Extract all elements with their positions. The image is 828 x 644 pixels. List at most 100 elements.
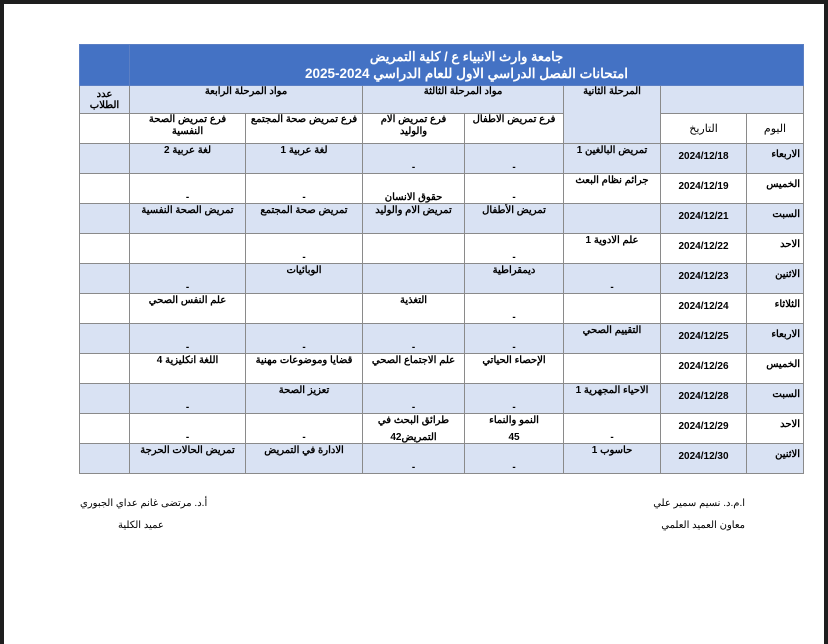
- day-cell: السبت: [746, 383, 805, 414]
- day-date-header-blank: [660, 85, 805, 114]
- subject-content: -: [249, 235, 359, 263]
- student-count-cell: [79, 173, 130, 204]
- subject-cell-s2: [563, 203, 662, 234]
- subject-name: [366, 235, 461, 236]
- subject-name: علم الاجتماع الصحي: [371, 355, 456, 366]
- subject-name: قضايا وموضوعات مهنية: [255, 355, 353, 366]
- stage2-header: المرحلة الثانية: [563, 85, 662, 144]
- subject-cell-c4b: تمريض الصحة النفسية: [128, 203, 247, 234]
- subject-cell-c4a: الادارة في التمريض: [245, 443, 364, 474]
- subject-content: -: [133, 385, 242, 413]
- table-row: السبت 2024/12/28 الاحياء المجهرية 1 - - تعزيز…: [79, 383, 805, 414]
- table-row: الاحد 2024/12/29 - النمو والنماء 45 طرائق الب…: [79, 413, 805, 444]
- subject-content: -: [468, 295, 560, 323]
- table-row: الاربعاء 2024/12/25 التقييم الصحي - - - -: [79, 323, 805, 354]
- subject-name: طرائق البحث في: [377, 415, 450, 426]
- date-cell: 2024/12/19: [660, 173, 748, 204]
- day-cell: الثلاثاء: [746, 293, 805, 324]
- subject-content: الاحياء المجهرية 1: [567, 385, 657, 413]
- subject-cell-c3a: -: [464, 233, 565, 264]
- subject-name: [366, 325, 461, 326]
- subject-cell-c3a: -: [464, 443, 565, 474]
- subject-cell-s2: [563, 293, 662, 324]
- subject-cell-c3a: تمريض الأطفال: [464, 203, 565, 234]
- table-row: السبت 2024/12/21 تمريض الأطفال تمريض الام و…: [79, 203, 805, 234]
- subject-name: [468, 235, 560, 236]
- subject-content: -: [366, 385, 461, 413]
- table-row: الثلاثاء 2024/12/24 - التغذية علم النفس الصح…: [79, 293, 805, 324]
- branch-header-row: اليوم التاريخ فرع تمريض الاطفال فرع تمري…: [79, 113, 805, 144]
- subject-cell-c4b: -: [128, 383, 247, 414]
- day-cell: الاحد: [746, 413, 805, 444]
- stage3-header: مواد المرحلة الثالثة: [362, 85, 565, 114]
- subject-note: -: [610, 282, 614, 293]
- subject-cell-c3a: -: [464, 323, 565, 354]
- subject-name: [567, 295, 657, 296]
- subject-content: النمو والنماء 45: [468, 415, 560, 443]
- day-cell: الخميس: [746, 173, 805, 204]
- subject-cell-c4a: -: [245, 413, 364, 444]
- subject-cell-c4b: -: [128, 263, 247, 294]
- subject-content: علم الاجتماع الصحي: [366, 355, 461, 383]
- subject-name: [133, 415, 242, 416]
- subject-content: -: [468, 145, 560, 173]
- branch-community-header: فرع تمريض صحة المجتمع: [245, 113, 364, 144]
- stage-header-row: المرحلة الثانية مواد المرحلة الثالثة موا…: [79, 85, 805, 144]
- subject-cell-c4a: -: [245, 173, 364, 204]
- subject-name: تعزيز الصحة: [278, 385, 330, 396]
- day-cell: الاحد: [746, 233, 805, 264]
- subject-content: جرائم نظام البعث: [567, 175, 657, 203]
- date-cell: 2024/12/28: [660, 383, 748, 414]
- subject-note: -: [512, 402, 516, 413]
- subject-cell-c3b: -: [362, 383, 466, 414]
- subject-cell-c3a: النمو والنماء 45: [464, 413, 565, 444]
- subject-content: -: [468, 385, 560, 413]
- subject-cell-c4a: -: [245, 233, 364, 264]
- subject-cell-s2: تمريض البالغين 1: [563, 143, 662, 174]
- subject-cell-c4b: تمريض الحالات الحرجة: [128, 443, 247, 474]
- subject-content: -: [366, 145, 461, 173]
- student-count-cell: [79, 203, 130, 234]
- subject-content: -: [249, 175, 359, 203]
- subject-content: -: [567, 265, 657, 293]
- date-cell: 2024/12/22: [660, 233, 748, 264]
- subject-note: -: [512, 462, 516, 473]
- subject-name: تمريض صحة المجتمع: [260, 205, 348, 216]
- subject-cell-c4b: -: [128, 413, 247, 444]
- subject-content: قضايا وموضوعات مهنية: [249, 355, 359, 383]
- subject-content: -: [133, 415, 242, 443]
- subject-content: تمريض الصحة النفسية: [133, 205, 242, 233]
- subject-name: الادارة في التمريض: [264, 445, 344, 456]
- subject-name: [567, 265, 657, 266]
- subject-content: -: [366, 445, 461, 473]
- university-college-title: جامعة وارث الانبياء ع / كلية التمريض: [369, 49, 564, 64]
- subject-name: [249, 295, 359, 296]
- day-cell: الخميس: [746, 353, 805, 384]
- subject-cell-s2: علم الادوية 1: [563, 233, 662, 264]
- table-row: الاحد 2024/12/22 علم الادوية 1 - -: [79, 233, 805, 264]
- subject-content: التغذية: [366, 295, 461, 323]
- subject-name: جرائم نظام البعث: [575, 175, 649, 186]
- title-corner: [79, 44, 130, 86]
- subject-name: التقييم الصحي: [582, 325, 642, 336]
- subject-cell-c3a: -: [464, 293, 565, 324]
- subject-content: الادارة في التمريض: [249, 445, 359, 473]
- subject-cell-c4a: الوبائيات: [245, 263, 364, 294]
- date-cell: 2024/12/30: [660, 443, 748, 474]
- branch-pediatric-header: فرع تمريض الاطفال: [464, 113, 565, 144]
- subject-cell-s2: الاحياء المجهرية 1: [563, 383, 662, 414]
- student-count-cell: [79, 143, 130, 174]
- subject-content: حقوق الانسان: [366, 175, 461, 203]
- subject-cell-c3b: التغذية: [362, 293, 466, 324]
- table-row: الخميس 2024/12/26 الإحصاء الحياتي علم الاجت…: [79, 353, 805, 384]
- subject-content: الوبائيات: [249, 265, 359, 293]
- subject-name: [133, 235, 242, 236]
- subject-name: لغة عربية 2: [164, 145, 211, 156]
- subject-content: [567, 355, 657, 383]
- subject-content: ديمقراطية: [468, 265, 560, 293]
- subject-name: [468, 445, 560, 446]
- day-cell: الاربعاء: [746, 323, 805, 354]
- subject-cell-c3a: -: [464, 143, 565, 174]
- subject-content: [133, 235, 242, 263]
- subject-content: علم الادوية 1: [567, 235, 657, 263]
